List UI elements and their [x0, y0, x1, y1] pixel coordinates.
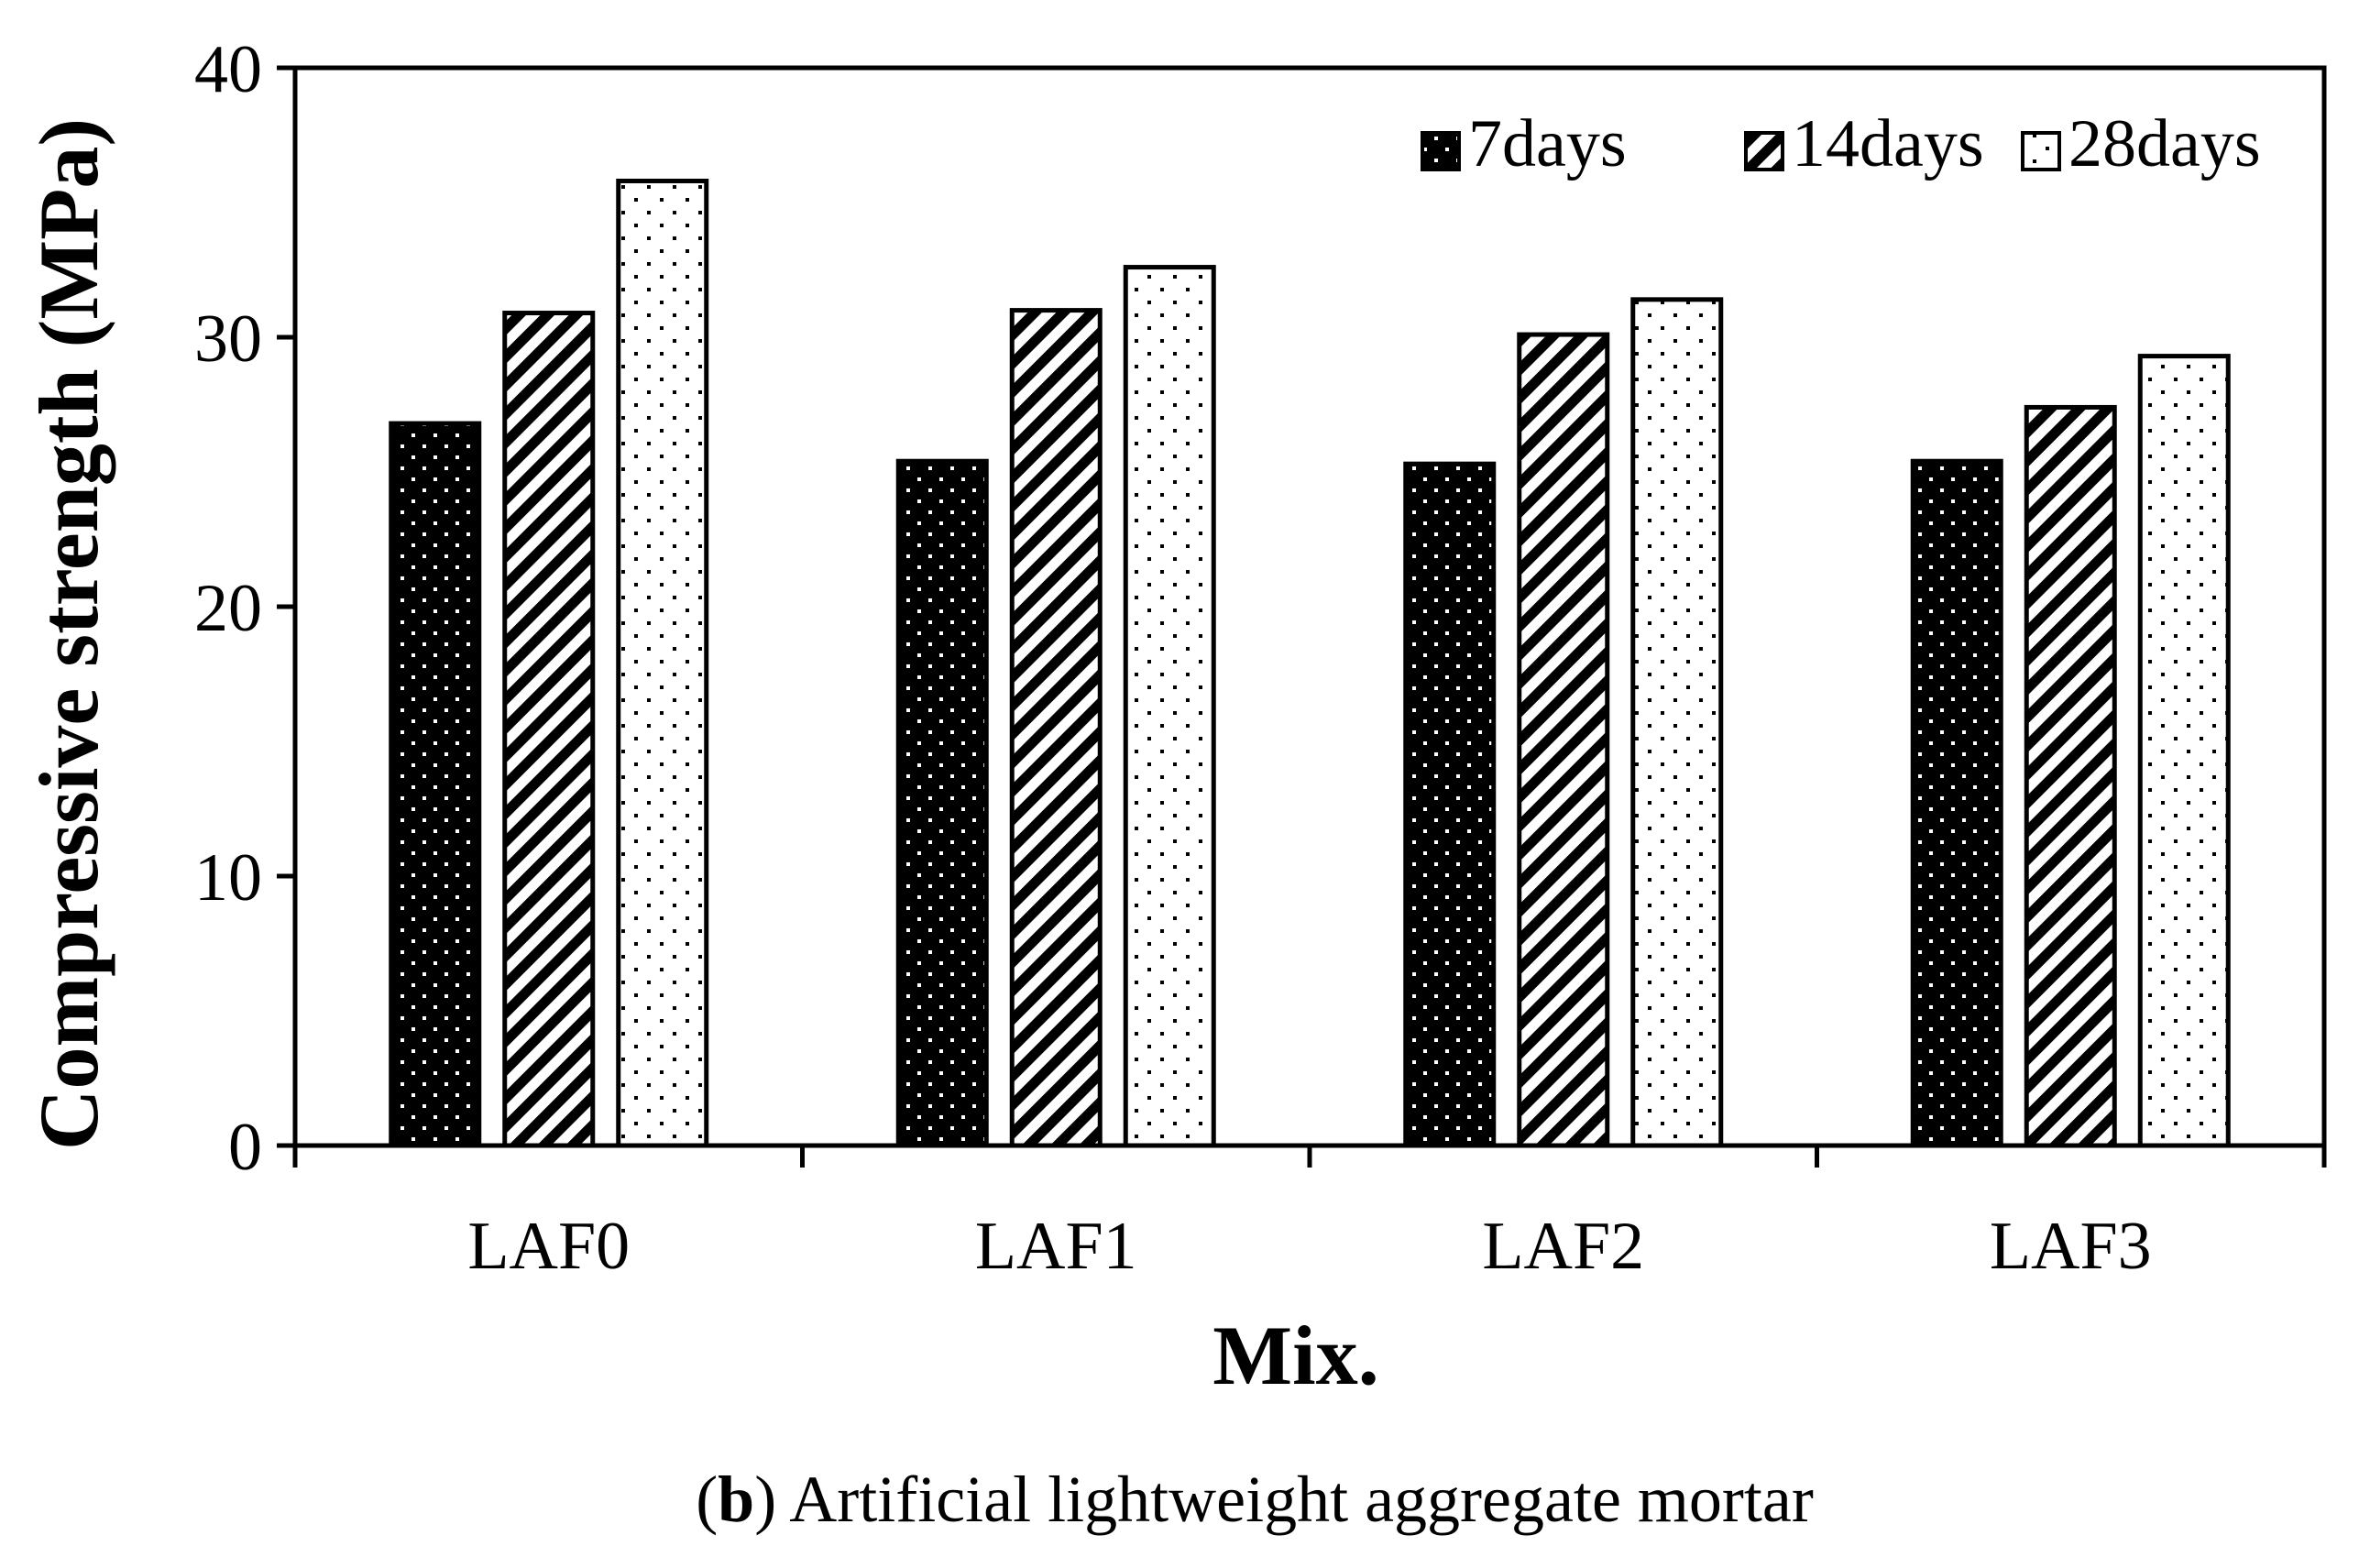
- x-tick-label-laf3: LAF3: [1990, 1209, 2152, 1284]
- y-tick-label: 20: [194, 571, 262, 646]
- x-axis-title: Mix.: [1212, 1309, 1378, 1402]
- bar-laf2-28days: [1630, 297, 1724, 1148]
- legend-label-14days: 14days: [1792, 106, 1984, 181]
- y-axis: 0 10 20 30 40: [194, 32, 295, 1185]
- caption-label: b: [718, 1463, 754, 1536]
- bar-laf3-28days: [2137, 354, 2231, 1148]
- caption-close-paren: ): [754, 1463, 776, 1536]
- legend-swatch-7days: [1421, 131, 1461, 171]
- y-tick-label: 0: [228, 1110, 262, 1185]
- legend-label-7days: 7days: [1468, 106, 1627, 181]
- y-tick-label: 30: [194, 302, 262, 377]
- caption-text: Artificial lightweight aggregate mortar: [776, 1463, 1814, 1536]
- x-tick-label-laf0: LAF0: [467, 1209, 630, 1284]
- bar-laf2-7days: [1403, 461, 1497, 1148]
- bar-laf3-7days: [1910, 458, 2003, 1148]
- bar-laf0-28days: [616, 178, 709, 1148]
- bar-laf1-28days: [1123, 265, 1216, 1148]
- x-axis: LAF0 LAF1 LAF2 LAF3: [292, 1146, 2327, 1284]
- figure-caption: (b) Artificial lightweight aggregate mor…: [696, 1463, 1814, 1536]
- bar-laf0-7days: [389, 421, 482, 1148]
- bar-laf3-14days: [2024, 404, 2117, 1148]
- x-tick-label-laf1: LAF1: [975, 1209, 1137, 1284]
- y-tick-label: 40: [194, 32, 262, 107]
- x-tick-label-laf2: LAF2: [1482, 1209, 1644, 1284]
- bar-laf1-14days: [1009, 308, 1103, 1148]
- y-tick-label: 10: [194, 840, 262, 916]
- caption-open-paren: (: [696, 1463, 718, 1536]
- bar-laf0-14days: [502, 311, 596, 1148]
- y-axis-title: Compressive strength (MPa): [22, 118, 115, 1150]
- legend-swatch-28days: [2021, 131, 2061, 171]
- legend-swatch-14days: [1744, 131, 1784, 171]
- bar-laf1-7days: [895, 458, 989, 1148]
- bar-laf2-14days: [1517, 332, 1610, 1148]
- bars-layer: [389, 178, 2231, 1148]
- plot-area-frame: [292, 65, 2327, 1148]
- legend-label-28days: 28days: [2068, 106, 2261, 181]
- legend: 7days 14days 28days: [1421, 106, 2261, 181]
